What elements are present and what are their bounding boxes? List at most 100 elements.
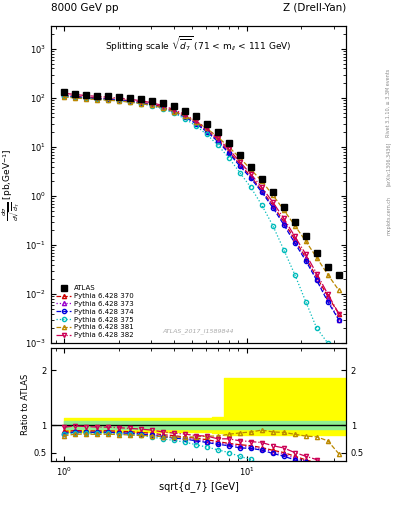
Pythia 6.428 382 <box>106 94 110 100</box>
Pythia 6.428 381 <box>325 271 330 278</box>
Pythia 6.428 370 <box>226 148 231 155</box>
Pythia 6.428 381 <box>160 105 165 111</box>
Pythia 6.428 381 <box>128 99 132 105</box>
Pythia 6.428 375 <box>314 325 319 331</box>
Pythia 6.428 375 <box>139 100 143 106</box>
Pythia 6.428 373 <box>62 93 66 99</box>
Pythia 6.428 374 <box>314 278 319 284</box>
Pythia 6.428 382 <box>193 118 198 124</box>
Pythia 6.428 374 <box>106 96 110 102</box>
Pythia 6.428 373 <box>204 128 209 134</box>
Pythia 6.428 381 <box>303 238 308 244</box>
Pythia 6.428 374 <box>128 98 132 104</box>
Pythia 6.428 370 <box>149 101 154 107</box>
Pythia 6.428 382 <box>160 102 165 109</box>
ATLAS <box>95 93 99 99</box>
Pythia 6.428 373 <box>303 256 308 262</box>
Pythia 6.428 373 <box>106 96 110 102</box>
Pythia 6.428 374 <box>171 109 176 115</box>
Pythia 6.428 382 <box>73 92 77 98</box>
Pythia 6.428 381 <box>336 287 341 293</box>
Pythia 6.428 382 <box>62 90 66 96</box>
Pythia 6.428 382 <box>303 251 308 257</box>
Pythia 6.428 370 <box>182 113 187 119</box>
Pythia 6.428 374 <box>292 240 297 246</box>
Pythia 6.428 373 <box>117 97 121 103</box>
Pythia 6.428 370 <box>303 254 308 261</box>
Pythia 6.428 373 <box>336 316 341 323</box>
Pythia 6.428 382 <box>314 271 319 277</box>
Pythia 6.428 381 <box>248 166 253 173</box>
Pythia 6.428 370 <box>237 161 242 167</box>
Pythia 6.428 374 <box>336 316 341 323</box>
Pythia 6.428 374 <box>95 96 99 102</box>
Pythia 6.428 375 <box>182 116 187 122</box>
Pythia 6.428 382 <box>259 184 264 190</box>
Pythia 6.428 381 <box>193 118 198 124</box>
Pythia 6.428 375 <box>117 98 121 104</box>
Pythia 6.428 382 <box>204 125 209 132</box>
ATLAS <box>139 96 143 102</box>
Pythia 6.428 374 <box>84 95 88 101</box>
Pythia 6.428 381 <box>106 97 110 103</box>
Pythia 6.428 375 <box>128 99 132 105</box>
Pythia 6.428 375 <box>62 93 66 99</box>
ATLAS <box>259 176 264 182</box>
Pythia 6.428 381 <box>314 254 319 261</box>
Pythia 6.428 370 <box>259 187 264 194</box>
Pythia 6.428 373 <box>270 203 275 209</box>
Pythia 6.428 370 <box>139 99 143 105</box>
Pythia 6.428 374 <box>182 114 187 120</box>
Pythia 6.428 373 <box>149 101 154 108</box>
Pythia 6.428 382 <box>248 171 253 177</box>
Pythia 6.428 375 <box>325 340 330 346</box>
Pythia 6.428 381 <box>62 94 66 100</box>
Pythia 6.428 375 <box>270 222 275 228</box>
Pythia 6.428 374 <box>160 105 165 111</box>
Pythia 6.428 370 <box>73 93 77 99</box>
Legend: ATLAS, Pythia 6.428 370, Pythia 6.428 373, Pythia 6.428 374, Pythia 6.428 375, P: ATLAS, Pythia 6.428 370, Pythia 6.428 37… <box>55 284 135 339</box>
Text: Rivet 3.1.10, ≥ 3.3M events: Rivet 3.1.10, ≥ 3.3M events <box>386 68 391 137</box>
ATLAS <box>62 89 66 95</box>
Line: Pythia 6.428 370: Pythia 6.428 370 <box>62 93 341 315</box>
Pythia 6.428 374 <box>226 150 231 156</box>
Line: Pythia 6.428 373: Pythia 6.428 373 <box>62 94 341 322</box>
Pythia 6.428 370 <box>193 119 198 125</box>
Pythia 6.428 382 <box>149 100 154 106</box>
Pythia 6.428 374 <box>193 120 198 126</box>
Pythia 6.428 374 <box>73 94 77 100</box>
Pythia 6.428 374 <box>281 222 286 228</box>
Pythia 6.428 370 <box>204 127 209 133</box>
Pythia 6.428 373 <box>128 98 132 104</box>
ATLAS <box>160 100 165 106</box>
Pythia 6.428 370 <box>281 219 286 225</box>
Pythia 6.428 382 <box>237 159 242 165</box>
Pythia 6.428 381 <box>73 95 77 101</box>
Pythia 6.428 381 <box>292 222 297 228</box>
Text: Z (Drell-Yan): Z (Drell-Yan) <box>283 3 346 13</box>
Pythia 6.428 375 <box>248 184 253 190</box>
ATLAS <box>237 152 242 158</box>
Pythia 6.428 373 <box>193 120 198 126</box>
Pythia 6.428 381 <box>171 109 176 115</box>
ATLAS <box>226 140 231 146</box>
Pythia 6.428 370 <box>292 237 297 243</box>
ATLAS <box>248 163 253 169</box>
X-axis label: sqrt{d_7} [GeV]: sqrt{d_7} [GeV] <box>158 481 239 492</box>
ATLAS <box>193 113 198 119</box>
Pythia 6.428 370 <box>215 137 220 143</box>
Pythia 6.428 382 <box>117 95 121 101</box>
Pythia 6.428 382 <box>325 291 330 297</box>
Pythia 6.428 373 <box>292 238 297 244</box>
Pythia 6.428 370 <box>95 95 99 101</box>
Pythia 6.428 375 <box>215 142 220 148</box>
Pythia 6.428 375 <box>171 110 176 116</box>
Pythia 6.428 382 <box>84 93 88 99</box>
Pythia 6.428 375 <box>226 155 231 161</box>
ATLAS <box>281 204 286 210</box>
Pythia 6.428 381 <box>204 125 209 132</box>
Pythia 6.428 373 <box>237 162 242 168</box>
Pythia 6.428 382 <box>95 93 99 99</box>
Text: ATLAS_2017_I1589844: ATLAS_2017_I1589844 <box>163 328 234 333</box>
Y-axis label: $\frac{d\sigma}{d\sqrt{\overline{d_7}}}$ [pb,GeV$^{-1}$]: $\frac{d\sigma}{d\sqrt{\overline{d_7}}}$… <box>2 148 22 221</box>
